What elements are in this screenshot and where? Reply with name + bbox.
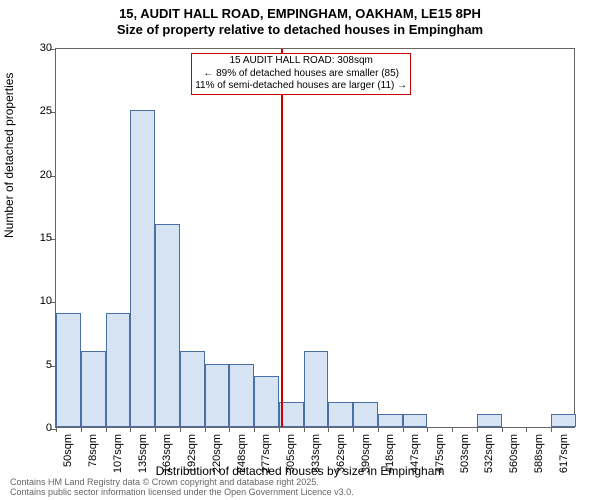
histogram-bar <box>81 351 106 427</box>
xtick-label: 192sqm <box>186 434 198 473</box>
ytick-label: 0 <box>22 422 52 434</box>
xtick-mark <box>155 427 156 432</box>
ytick-label: 25 <box>22 105 52 117</box>
xtick-mark <box>551 427 552 432</box>
y-axis-label: Number of detached properties <box>2 73 16 238</box>
xtick-label: 362sqm <box>335 434 347 473</box>
xtick-mark <box>378 427 379 432</box>
ytick-label: 15 <box>22 232 52 244</box>
xtick-mark <box>254 427 255 432</box>
xtick-label: 475sqm <box>434 434 446 473</box>
histogram-bar <box>106 313 131 427</box>
histogram-bar <box>205 364 230 427</box>
annotation-line: 11% of semi-detached houses are larger (… <box>195 80 407 93</box>
xtick-label: 135sqm <box>137 434 149 473</box>
xtick-label: 617sqm <box>558 434 570 473</box>
title-line-1: 15, AUDIT HALL ROAD, EMPINGHAM, OAKHAM, … <box>0 6 600 22</box>
histogram-bar <box>254 376 279 427</box>
xtick-label: 277sqm <box>260 434 272 473</box>
footer-attribution: Contains HM Land Registry data © Crown c… <box>10 478 354 498</box>
xtick-label: 163sqm <box>161 434 173 473</box>
title-line-2: Size of property relative to detached ho… <box>0 22 600 38</box>
histogram-bar <box>155 224 180 427</box>
xtick-mark <box>452 427 453 432</box>
xtick-mark <box>180 427 181 432</box>
xtick-label: 560sqm <box>508 434 520 473</box>
histogram-bar <box>328 402 353 427</box>
xtick-mark <box>304 427 305 432</box>
xtick-label: 390sqm <box>360 434 372 473</box>
xtick-label: 305sqm <box>285 434 297 473</box>
xtick-label: 220sqm <box>211 434 223 473</box>
chart-title: 15, AUDIT HALL ROAD, EMPINGHAM, OAKHAM, … <box>0 0 600 39</box>
xtick-mark <box>353 427 354 432</box>
xtick-label: 333sqm <box>310 434 322 473</box>
footer-line-2: Contains public sector information licen… <box>10 488 354 498</box>
ytick-label: 5 <box>22 359 52 371</box>
xtick-mark <box>229 427 230 432</box>
xtick-label: 447sqm <box>409 434 421 473</box>
xtick-mark <box>427 427 428 432</box>
histogram-bar <box>378 414 403 427</box>
xtick-mark <box>56 427 57 432</box>
xtick-mark <box>477 427 478 432</box>
xtick-mark <box>279 427 280 432</box>
xtick-label: 78sqm <box>87 434 99 467</box>
histogram-bar <box>180 351 205 427</box>
xtick-label: 248sqm <box>236 434 248 473</box>
xtick-label: 418sqm <box>384 434 396 473</box>
xtick-label: 532sqm <box>483 434 495 473</box>
ytick-label: 20 <box>22 169 52 181</box>
xtick-label: 107sqm <box>112 434 124 473</box>
histogram-bar <box>477 414 502 427</box>
annotation-box: 15 AUDIT HALL ROAD: 308sqm← 89% of detac… <box>191 53 411 95</box>
xtick-mark <box>502 427 503 432</box>
xtick-mark <box>328 427 329 432</box>
xtick-mark <box>526 427 527 432</box>
histogram-bar <box>56 313 81 427</box>
ytick-label: 30 <box>22 42 52 54</box>
annotation-line: ← 89% of detached houses are smaller (85… <box>195 68 407 81</box>
xtick-mark <box>130 427 131 432</box>
ytick-label: 10 <box>22 295 52 307</box>
plot-area: 15 AUDIT HALL ROAD: 308sqm← 89% of detac… <box>55 48 575 428</box>
xtick-label: 50sqm <box>62 434 74 467</box>
xtick-mark <box>403 427 404 432</box>
histogram-bar <box>130 110 155 427</box>
histogram-bar <box>229 364 254 427</box>
histogram-bar <box>403 414 428 427</box>
xtick-mark <box>81 427 82 432</box>
xtick-mark <box>205 427 206 432</box>
xtick-mark <box>106 427 107 432</box>
xtick-label: 503sqm <box>459 434 471 473</box>
xtick-label: 588sqm <box>533 434 545 473</box>
reference-line <box>281 49 283 427</box>
annotation-line: 15 AUDIT HALL ROAD: 308sqm <box>195 55 407 68</box>
histogram-bar <box>304 351 329 427</box>
histogram-bar <box>353 402 378 427</box>
histogram-bar <box>551 414 576 427</box>
